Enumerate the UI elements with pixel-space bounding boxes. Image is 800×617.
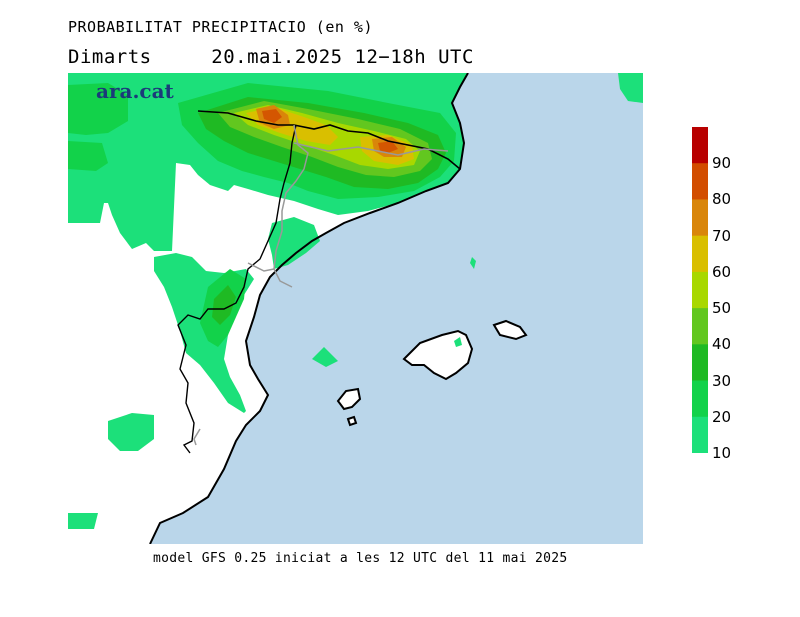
ibiza-island — [336, 387, 362, 411]
probability-80-area — [262, 109, 398, 153]
colorbar-segment — [692, 163, 708, 200]
colorbar-segment — [692, 380, 708, 418]
sea-area — [150, 73, 643, 544]
forecast-date-range: 20.mai.2025 12−18h UTC — [211, 46, 474, 68]
colorbar-segment — [692, 235, 708, 273]
probability-colorbar — [692, 127, 708, 453]
forecast-day: Dimarts — [68, 46, 152, 68]
regional-border — [177, 124, 297, 454]
provincial-border-2 — [293, 142, 449, 156]
colorbar-segment — [692, 344, 708, 382]
colorbar-tick-label: 50 — [712, 299, 732, 318]
colorbar-segment — [692, 127, 708, 164]
menorca-island — [492, 319, 528, 341]
colorbar-segment — [692, 271, 708, 309]
chart-title: PROBABILITAT PRECIPITACIO (en %) — [68, 18, 373, 36]
provincial-border-4 — [193, 428, 201, 446]
provincial-border-3 — [247, 262, 275, 272]
colorbar-tick-label: 60 — [712, 262, 732, 281]
colorbar-segment — [692, 199, 708, 237]
colorbar-tick-label: 30 — [712, 371, 732, 390]
colorbar-tick-label: 70 — [712, 226, 732, 245]
colorbar-tick-label: 40 — [712, 335, 732, 354]
colorbar-tick-label: 90 — [712, 154, 732, 173]
precipitation-map — [68, 73, 643, 544]
provincial-border — [273, 124, 309, 288]
cabrera-island — [454, 337, 462, 347]
colorbar-segment — [692, 416, 708, 453]
colorbar-tick-label: 80 — [712, 190, 732, 209]
colorbar-tick-label: 20 — [712, 407, 732, 426]
formentera-island — [346, 415, 358, 427]
coastline — [149, 73, 469, 544]
model-info: model GFS 0.25 iniciat a les 12 UTC del … — [153, 551, 568, 566]
forecast-period: Dimarts 20.mai.2025 12−18h UTC — [68, 46, 474, 68]
colorbar-tick-label: 10 — [712, 444, 732, 462]
colorbar-segment — [692, 308, 708, 345]
ara-cat-logo: ara.cat — [96, 79, 174, 103]
